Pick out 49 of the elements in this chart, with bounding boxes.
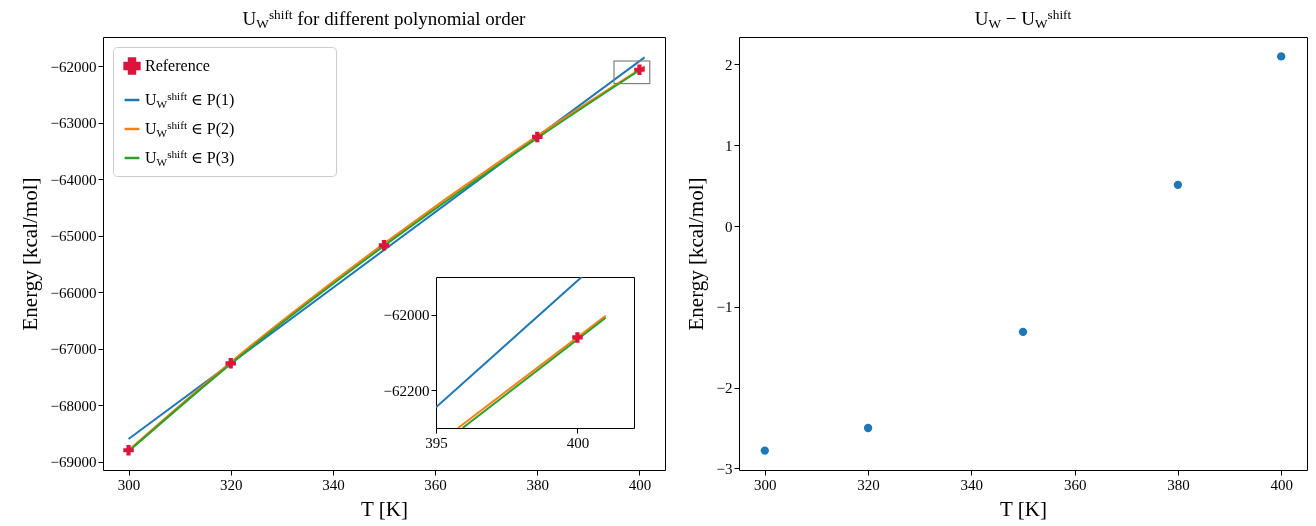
y-tick-label: −64000 bbox=[50, 171, 97, 188]
legend-label: Reference bbox=[145, 57, 210, 74]
y-axis-title: Energy [kcal/mol] bbox=[683, 177, 708, 331]
x-tick-label: 380 bbox=[1167, 476, 1190, 493]
point bbox=[532, 131, 543, 143]
x-tick-label: 320 bbox=[219, 476, 243, 493]
y-tick-label: 1 bbox=[725, 137, 733, 154]
y-tick-label: 2 bbox=[725, 56, 733, 73]
y-tick-label: −66000 bbox=[50, 284, 97, 301]
x-axis-title: T [K] bbox=[1000, 496, 1047, 521]
y-tick-label: −3 bbox=[716, 460, 733, 477]
y-tick-label: −62000 bbox=[50, 58, 97, 75]
legend-label: U$_{W}$$^{shift}$ ∈ P(2) bbox=[145, 119, 235, 139]
x-axis-title: T [K] bbox=[361, 496, 408, 521]
x-tick-label: 360 bbox=[424, 476, 447, 493]
chart-title: U$_{W}$$^{shift}$ for different polynomial order bbox=[242, 7, 527, 32]
point bbox=[1277, 52, 1286, 61]
point bbox=[1173, 180, 1183, 190]
x-tick-label: 400 bbox=[566, 434, 590, 451]
point bbox=[225, 358, 236, 369]
x-tick-label: 360 bbox=[1063, 476, 1087, 493]
y-tick-label: −68000 bbox=[50, 397, 97, 414]
y-tick-label: −65000 bbox=[50, 228, 97, 245]
point bbox=[1018, 327, 1028, 337]
point bbox=[863, 423, 873, 433]
point bbox=[123, 445, 134, 456]
legend-label: U$_{W}$$^{shift}$ ∈ P(1) bbox=[145, 90, 235, 110]
y-axis-title: Energy [kcal/mol] bbox=[17, 177, 42, 331]
x-tick-label: 320 bbox=[857, 476, 880, 493]
y-tick-label: −1 bbox=[716, 299, 733, 316]
point bbox=[378, 240, 390, 251]
y-tick-label: 0 bbox=[725, 218, 733, 235]
y-tick-label: −69000 bbox=[50, 454, 97, 471]
x-tick-label: 340 bbox=[960, 476, 984, 493]
x-tick-label: 300 bbox=[754, 476, 777, 493]
y-tick-label: −2 bbox=[716, 380, 733, 397]
x-tick-label: 400 bbox=[628, 476, 652, 493]
y-tick-label: −62200 bbox=[383, 382, 430, 399]
x-tick-label: 380 bbox=[526, 476, 550, 493]
legend-label: U$_{W}$$^{shift}$ ∈ P(3) bbox=[145, 148, 235, 168]
y-tick-label: −62000 bbox=[383, 307, 430, 324]
x-tick-label: 395 bbox=[425, 434, 448, 451]
x-tick-label: 300 bbox=[117, 476, 141, 493]
x-tick-label: 400 bbox=[1270, 476, 1293, 493]
point bbox=[634, 64, 645, 75]
x-tick-label: 340 bbox=[322, 476, 345, 493]
y-tick-label: −67000 bbox=[50, 341, 97, 358]
y-tick-label: −63000 bbox=[50, 115, 97, 132]
point bbox=[760, 446, 769, 455]
